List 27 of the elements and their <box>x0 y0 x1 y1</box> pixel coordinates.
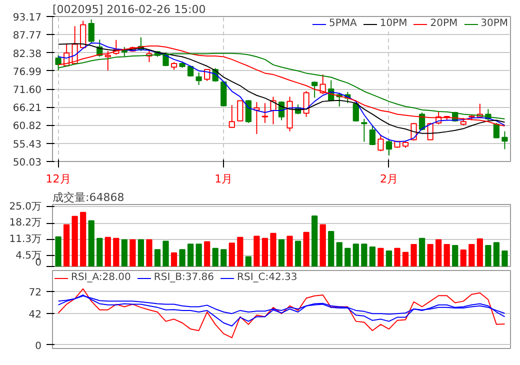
y-tick-label: 25.0万 <box>9 201 42 212</box>
legend-label: 30PM <box>480 18 508 29</box>
y-tick-label: 93.17 <box>12 12 42 24</box>
y-tick-label: 55.43 <box>12 139 42 150</box>
y-tick-label: 18.2万 <box>9 218 42 229</box>
legend-label: 5PMA <box>328 18 357 29</box>
x-tick-label: 2月 <box>380 172 398 186</box>
y-tick-label: 87.77 <box>12 30 42 42</box>
y-tick-label: 42 <box>28 310 42 321</box>
y-tick-label: 60.82 <box>12 121 42 132</box>
y-tick-label: 76.99 <box>12 66 42 78</box>
series-label: RSI_A:28.00 <box>71 272 131 283</box>
y-tick-label: 71.60 <box>12 85 42 96</box>
legend-label: RSI_C:42.33 <box>237 272 298 283</box>
y-tick-label: 11.3万 <box>9 234 42 246</box>
chart-title: 成交量:64868 <box>52 191 124 204</box>
y-tick-label: 82.38 <box>12 48 42 60</box>
legend-label: RSI_B:37.86 <box>154 272 214 283</box>
y-tick-label: 50.03 <box>12 158 42 168</box>
chart-title: [002095] 2016-02-26 15:00 <box>52 3 206 16</box>
x-tick-label: 1月 <box>214 172 233 186</box>
legend-label: 10PM <box>380 18 408 29</box>
x-tick-label: 12月 <box>46 172 71 186</box>
y-tick-label: 0 <box>35 340 42 352</box>
y-tick-label: 72 <box>28 287 42 298</box>
legend-label: 20PM <box>430 18 458 29</box>
y-tick-label: 66.21 <box>12 103 42 114</box>
